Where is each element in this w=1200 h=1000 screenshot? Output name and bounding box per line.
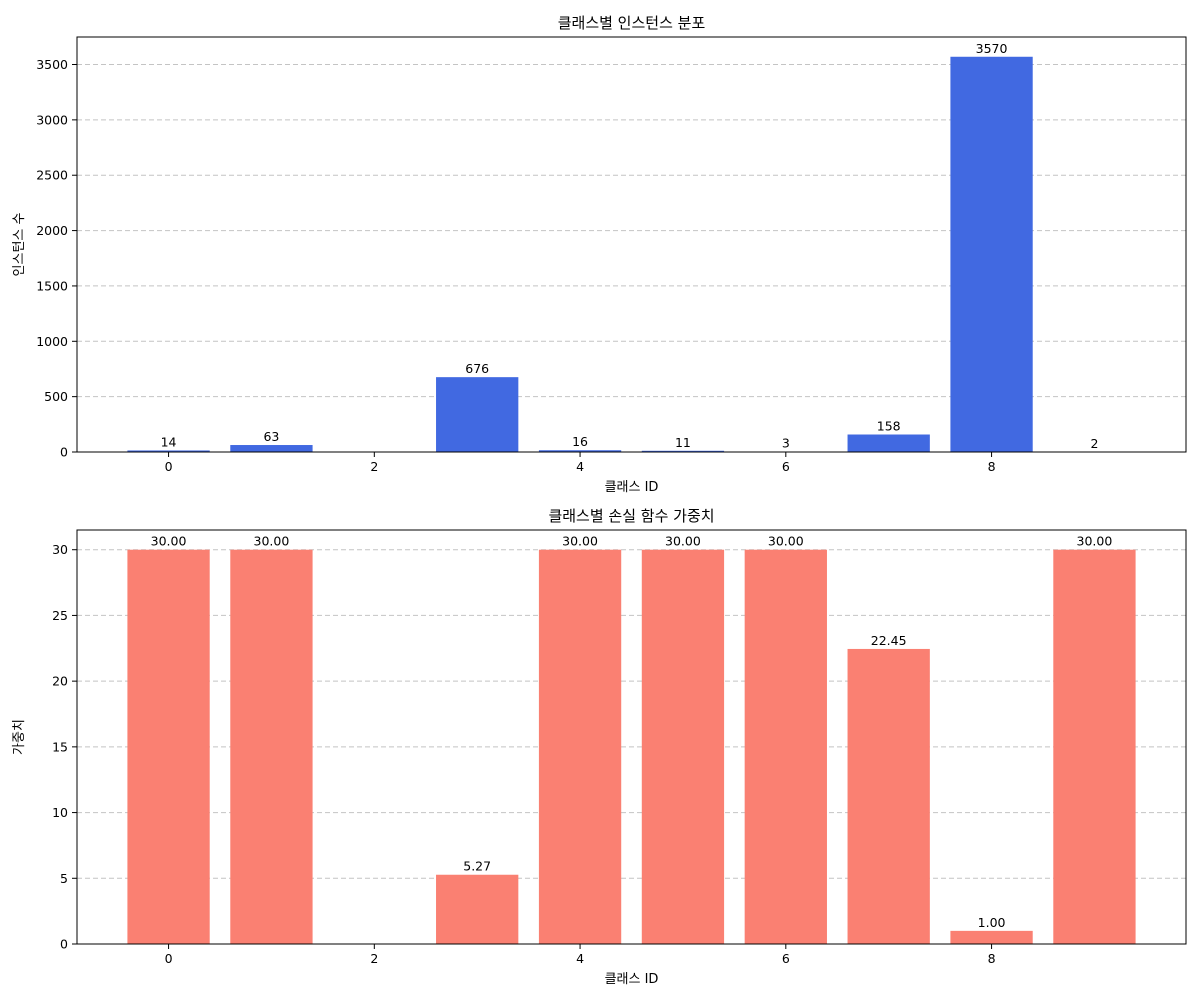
bar-value-label: 30.00 — [254, 534, 290, 549]
y-tick-label: 25 — [52, 608, 68, 623]
plot-frame — [76, 36, 1187, 453]
bar-class-5 — [641, 549, 725, 944]
bar-value-label: 5.27 — [463, 859, 491, 874]
y-tick-label: 1000 — [36, 334, 68, 349]
bar-value-label: 14 — [161, 434, 177, 449]
bar-value-label: 676 — [465, 361, 489, 376]
bar-value-label: 30.00 — [768, 534, 804, 549]
x-tick-label: 8 — [988, 951, 996, 966]
loss-weight-chart: 클래스별 손실 함수 가중치 클래스 ID 가중치 05101520253030… — [12, 507, 1187, 987]
bar-class-3 — [436, 377, 519, 452]
bar-value-label: 30.00 — [1077, 534, 1113, 549]
bar-class-3 — [436, 874, 519, 944]
y-tick-label: 15 — [52, 739, 68, 754]
bar-class-5 — [641, 450, 725, 452]
bar-value-label: 11 — [675, 435, 691, 450]
x-tick-label: 2 — [370, 951, 378, 966]
bar-class-7 — [847, 434, 930, 452]
x-tick-label: 6 — [782, 951, 790, 966]
bar-class-8 — [950, 930, 1033, 944]
gridlines — [77, 64, 1186, 398]
y-tick-label: 500 — [44, 389, 68, 404]
bar-value-label: 1.00 — [978, 915, 1006, 930]
bar-class-0 — [127, 549, 210, 944]
bar-value-label: 2 — [1090, 436, 1098, 451]
x-tick-label: 4 — [576, 459, 584, 474]
y-tick-label: 3500 — [36, 57, 68, 72]
bar-value-label: 30.00 — [665, 534, 701, 549]
x-tick-label: 0 — [165, 459, 173, 474]
bar-value-label: 30.00 — [562, 534, 598, 549]
bar-class-4 — [538, 450, 622, 452]
y-tick-label: 20 — [52, 674, 68, 689]
y-tick-label: 2500 — [36, 168, 68, 183]
x-axis-label: 클래스 ID — [605, 972, 659, 987]
y-axis-label: 인스턴스 수 — [12, 212, 27, 276]
bar-value-label: 3 — [782, 436, 790, 451]
bar-value-label: 158 — [877, 419, 901, 434]
bar-class-1 — [230, 549, 313, 944]
y-tick-label: 0 — [60, 937, 68, 952]
chart-title: 클래스별 손실 함수 가중치 — [548, 507, 714, 525]
bar-value-label: 3570 — [976, 41, 1008, 56]
bar-class-8 — [950, 56, 1033, 453]
x-tick-label: 0 — [165, 951, 173, 966]
y-tick-label: 30 — [52, 542, 68, 557]
x-tick-label: 4 — [576, 951, 584, 966]
x-axis-label: 클래스 ID — [605, 480, 659, 495]
plot-frame — [76, 529, 1187, 945]
instance-distribution-chart: 클래스별 인스턴스 분포 클래스 ID 인스턴스 수 0 500 1000 1500 2… — [12, 14, 1187, 495]
y-tick-label: 3000 — [36, 112, 68, 127]
bar-value-label: 16 — [572, 434, 588, 449]
bar-value-label: 22.45 — [871, 633, 907, 648]
y-tick-label: 2000 — [36, 223, 68, 238]
bar-class-0 — [127, 450, 210, 452]
bar-class-9 — [1053, 549, 1136, 944]
bar-class-6 — [744, 549, 827, 944]
x-tick-label: 8 — [988, 459, 996, 474]
y-axis-label: 가중치 — [12, 719, 27, 755]
y-tick-label: 10 — [52, 805, 68, 820]
bar-value-label: 30.00 — [151, 534, 187, 549]
x-tick-label: 2 — [370, 459, 378, 474]
x-tick-label: 6 — [782, 459, 790, 474]
chart-title: 클래스별 인스턴스 분포 — [558, 14, 706, 32]
bar-value-label: 63 — [263, 429, 279, 444]
y-tick-label: 5 — [60, 871, 68, 886]
bar-class-7 — [847, 648, 930, 944]
y-tick-label: 0 — [60, 445, 68, 460]
bar-class-1 — [230, 445, 313, 452]
y-tick-label: 1500 — [36, 278, 68, 293]
bar-class-4 — [538, 549, 622, 944]
